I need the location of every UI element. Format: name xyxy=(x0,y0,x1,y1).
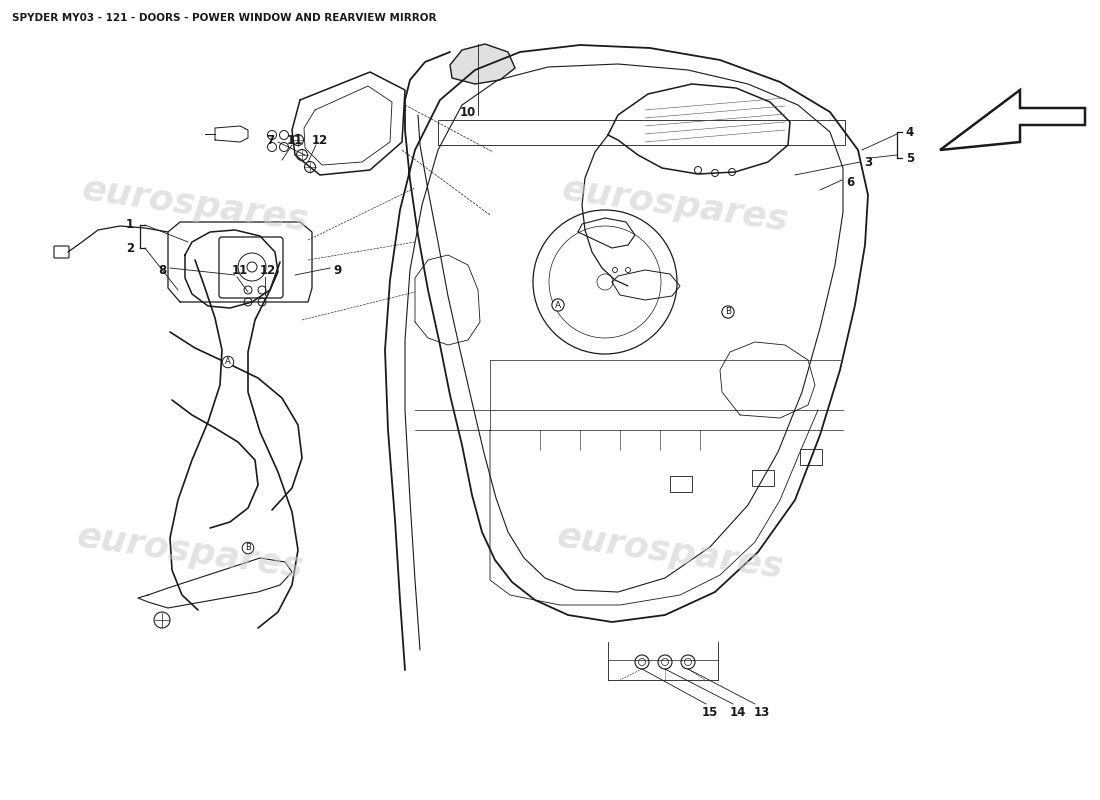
Text: 7: 7 xyxy=(266,134,274,146)
Text: A: A xyxy=(226,358,231,366)
Text: 15: 15 xyxy=(702,706,718,718)
Text: 12: 12 xyxy=(312,134,328,146)
Bar xyxy=(752,470,774,486)
Text: SPYDER MY03 - 121 - DOORS - POWER WINDOW AND REARVIEW MIRROR: SPYDER MY03 - 121 - DOORS - POWER WINDOW… xyxy=(12,13,437,23)
Bar xyxy=(670,476,692,492)
Bar xyxy=(800,449,822,465)
Text: 11: 11 xyxy=(232,263,249,277)
Polygon shape xyxy=(940,90,1085,150)
Text: eurospares: eurospares xyxy=(560,172,791,238)
Text: 12: 12 xyxy=(260,263,276,277)
Text: 1: 1 xyxy=(125,218,134,231)
Text: 4: 4 xyxy=(906,126,914,138)
Text: B: B xyxy=(245,543,251,553)
Text: 14: 14 xyxy=(729,706,746,718)
Text: 11: 11 xyxy=(287,134,304,146)
Text: 9: 9 xyxy=(334,263,342,277)
Text: 10: 10 xyxy=(460,106,476,118)
Text: 8: 8 xyxy=(158,263,166,277)
Text: 6: 6 xyxy=(846,175,854,189)
Text: eurospares: eurospares xyxy=(80,172,311,238)
Text: eurospares: eurospares xyxy=(556,519,786,585)
Text: 13: 13 xyxy=(754,706,770,718)
Text: eurospares: eurospares xyxy=(75,519,306,585)
Text: A: A xyxy=(554,301,561,310)
Polygon shape xyxy=(450,44,515,84)
Text: 5: 5 xyxy=(906,151,914,165)
Text: 2: 2 xyxy=(125,242,134,254)
Text: 3: 3 xyxy=(864,155,872,169)
Text: B: B xyxy=(725,307,732,317)
